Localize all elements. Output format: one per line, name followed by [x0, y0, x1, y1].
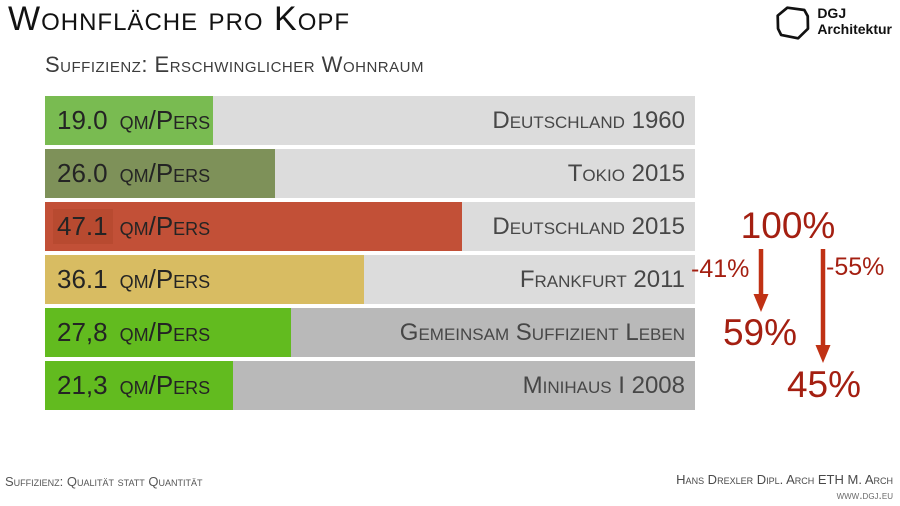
bar-value: 36.1 qm/Pers — [57, 255, 210, 304]
bar-value-number: 26.0 — [57, 158, 108, 188]
bar-value-number: 27,8 — [57, 317, 108, 347]
bar-fill — [45, 149, 275, 198]
bar-value-number: 36.1 — [57, 264, 108, 294]
bar-value-number: 21,3 — [57, 370, 108, 400]
bar-value: 21,3 qm/Pers — [57, 361, 210, 410]
logo-line2: Architektur — [817, 20, 892, 37]
bar-label: Deutschland 2015 — [492, 212, 685, 240]
chart-row-minihaus-2008: 21,3 qm/Pers Minihaus I 2008 — [45, 361, 695, 410]
logo-line1: DGJ — [817, 5, 847, 21]
chart-row-tokio-2015: 26.0 qm/Pers Tokio 2015 — [45, 149, 695, 198]
bar-value: 47.1 qm/Pers — [53, 202, 211, 251]
bar-value-unit: qm/Pers — [119, 317, 211, 347]
footer-credits: Hans Drexler Dipl. Arch ETH M. Arch www.… — [676, 472, 893, 503]
bar-value-unit: qm/Pers — [119, 211, 211, 241]
bar-value: 27,8 qm/Pers — [57, 308, 210, 357]
bar-value-unit: qm/Pers — [119, 105, 211, 135]
annotation-delta-55: -55% — [826, 253, 885, 281]
annotation-result-45: 45% — [786, 364, 862, 405]
footer-author: Hans Drexler Dipl. Arch ETH M. Arch — [676, 472, 893, 487]
bar-value-unit: qm/Pers — [119, 264, 211, 294]
logo: DGJ Architektur — [776, 5, 892, 40]
bar-label: Deutschland 1960 — [492, 106, 685, 134]
bar-value-unit: qm/Pers — [119, 158, 211, 188]
logo-text: DGJ Architektur — [817, 5, 892, 37]
bar-value-number: 47.1 — [53, 209, 113, 244]
bar-fill — [45, 308, 291, 357]
chart-subtitle: Suffizienz: Erschwinglicher Wohnraum — [45, 52, 424, 77]
bar-value-unit: qm/Pers — [119, 370, 211, 400]
bar-label: Frankfurt 2011 — [519, 265, 685, 293]
bar-label: Minihaus I 2008 — [522, 371, 685, 399]
chart-row-gemeinsam-suffizient-leben: 27,8 qm/Pers Gemeinsam Suffizient Leben — [45, 308, 695, 357]
bar-value: 19.0 qm/Pers — [57, 96, 210, 145]
bar-label: Gemeinsam Suffizient Leben — [399, 318, 685, 346]
bar-fill — [45, 255, 365, 304]
bar-chart: 19.0 qm/Pers Deutschland 1960 26.0 qm/Pe… — [45, 96, 695, 414]
bar-value: 26.0 qm/Pers — [57, 149, 210, 198]
bar-fill — [45, 361, 234, 410]
dgj-logo-icon — [776, 6, 810, 40]
bar-label: Tokio 2015 — [567, 159, 685, 187]
bar-fill — [45, 202, 462, 251]
chart-row-frankfurt-2011: 36.1 qm/Pers Frankfurt 2011 — [45, 255, 695, 304]
annotation-base-100: 100% — [740, 205, 836, 246]
footer-tagline: Suffizienz: Qualität statt Quantität — [5, 474, 203, 489]
annotation-delta-41: -41% — [691, 255, 750, 283]
bar-fill — [45, 96, 214, 145]
reduction-arrows-icon — [753, 249, 831, 363]
footer-website: www.dgj.eu — [836, 488, 893, 503]
annotation-result-59: 59% — [722, 312, 798, 353]
chart-row-deutschland-2015: 47.1 qm/Pers Deutschland 2015 — [45, 202, 695, 251]
bar-value-number: 19.0 — [57, 105, 108, 135]
chart-row-deutschland-1960: 19.0 qm/Pers Deutschland 1960 — [45, 96, 695, 145]
page-title: Wohnfläche pro Kopf — [8, 0, 351, 38]
